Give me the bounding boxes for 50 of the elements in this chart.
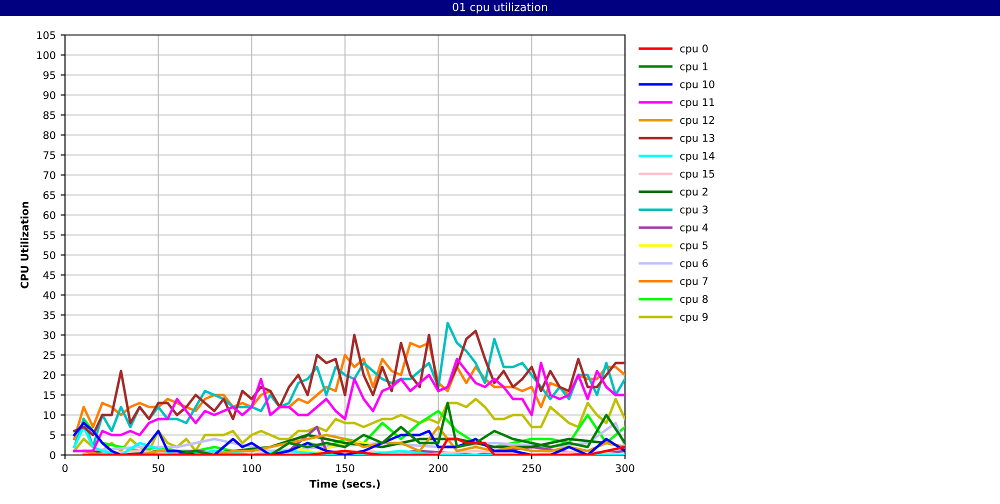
y-axis-title: CPU Utilization [20, 202, 29, 288]
legend-label: cpu 0 [680, 44, 708, 54]
y-tick-label: 0 [50, 451, 56, 460]
y-tick-label: 5 [50, 431, 56, 440]
y-tick-label: 85 [43, 111, 56, 120]
y-tick-label: 80 [43, 131, 56, 140]
legend-label: cpu 15 [680, 170, 714, 180]
legend-label: cpu 2 [680, 188, 708, 198]
x-axis-title: Time (secs.) [309, 480, 380, 489]
y-tick-label: 10 [44, 411, 56, 420]
x-tick-label: 150 [336, 464, 354, 472]
y-tick-label: 65 [43, 191, 56, 200]
y-tick-label: 50 [44, 251, 56, 260]
legend-label: cpu 5 [680, 242, 708, 252]
x-tick-label: 50 [152, 464, 164, 472]
legend-label: cpu 7 [680, 277, 708, 288]
legend-label: cpu 4 [680, 224, 708, 234]
y-tick-label: 35 [44, 311, 56, 320]
x-tick-label: 200 [429, 464, 448, 472]
y-tick-label: 75 [44, 151, 56, 160]
line-series [82, 438, 625, 455]
legend-label: cpu 11 [680, 98, 714, 108]
x-tick-label: 250 [522, 464, 541, 472]
legend-label: cpu 1 [680, 62, 708, 72]
x-tick-label: 300 [616, 464, 634, 472]
legend-label: cpu 3 [680, 206, 708, 216]
y-tick-label: 70 [44, 171, 56, 180]
legend-label: cpu 9 [680, 312, 708, 323]
y-tick-label: 45 [43, 271, 56, 280]
y-tick-label: 25 [43, 351, 56, 360]
x-tick-label: 0 [62, 464, 68, 472]
legend-label: cpu 10 [680, 80, 714, 90]
legend-label: cpu 14 [680, 152, 714, 162]
line-series [73, 358, 625, 452]
legend-label: cpu 6 [680, 259, 708, 270]
y-tick-label: 40 [43, 291, 56, 300]
y-tick-label: 55 [44, 231, 56, 240]
x-tick-label: 100 [242, 464, 261, 472]
y-tick-label: 30 [44, 331, 56, 340]
legend-label: cpu 12 [680, 116, 714, 126]
legend-label: cpu 8 [680, 295, 708, 305]
y-tick-label: 105 [37, 31, 56, 40]
y-tick-label: 20 [43, 371, 56, 380]
chart-title: 01 cpu utilization [452, 2, 548, 14]
y-tick-label: 15 [44, 391, 56, 400]
y-tick-label: 100 [37, 51, 56, 60]
y-tick-label: 90 [43, 91, 56, 100]
y-tick-label: 95 [43, 71, 56, 80]
legend-label: cpu 13 [680, 134, 714, 144]
y-tick-label: 60 [43, 211, 56, 220]
